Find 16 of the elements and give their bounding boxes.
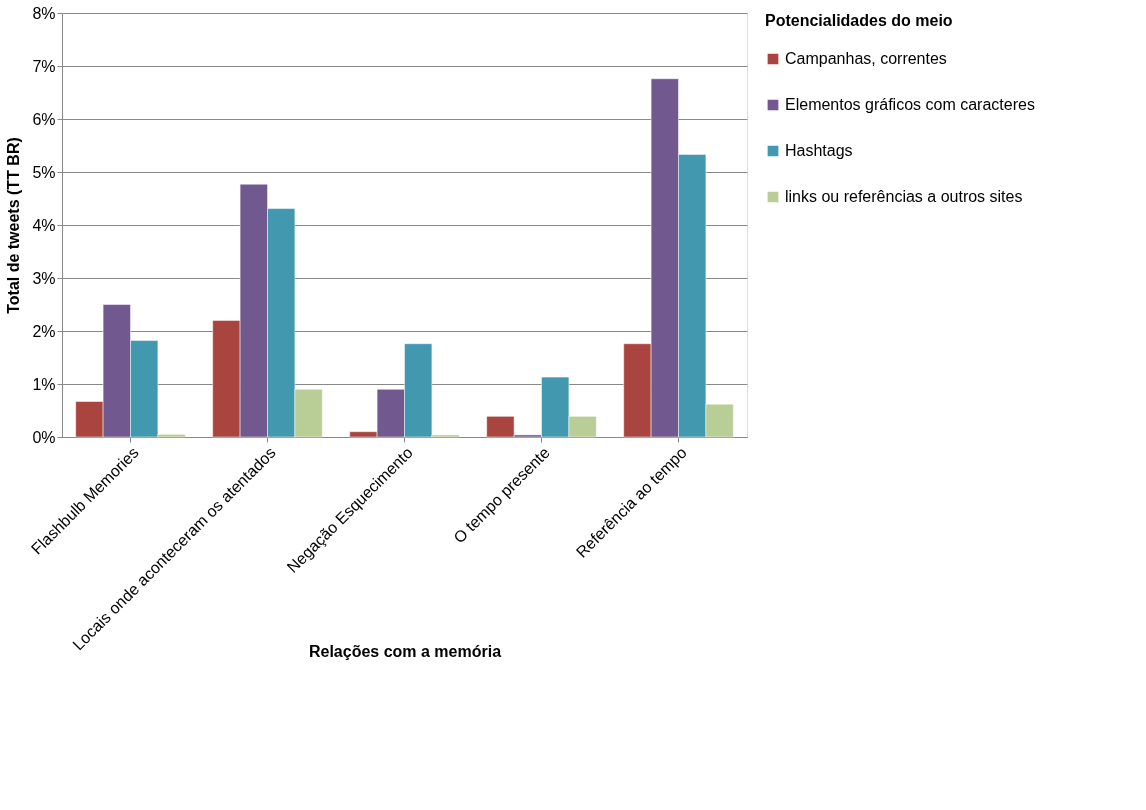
y-tick-label: 5%	[32, 163, 56, 181]
legend-label: Hashtags	[785, 142, 853, 159]
y-tick-label: 8%	[32, 4, 56, 22]
y-tick-label: 3%	[32, 269, 56, 287]
y-tick-label: 6%	[32, 110, 56, 128]
legend-label: links ou referências a outros sites	[785, 188, 1023, 205]
y-tick-label: 1%	[32, 375, 56, 393]
y-tick-label: 0%	[32, 428, 56, 446]
y-tick-label: 2%	[32, 322, 56, 340]
y-axis-title: Total de tweets (TT BR)	[5, 137, 23, 314]
legend-label: Campanhas, correntes	[785, 50, 947, 67]
legend-title: Potencialidades do meio	[765, 12, 953, 29]
y-tick-label: 4%	[32, 216, 56, 234]
x-axis-title: Relações com a memória	[308, 642, 502, 660]
legend-label: Elementos gráficos com caracteres	[785, 96, 1035, 113]
y-tick-label: 7%	[32, 57, 56, 75]
